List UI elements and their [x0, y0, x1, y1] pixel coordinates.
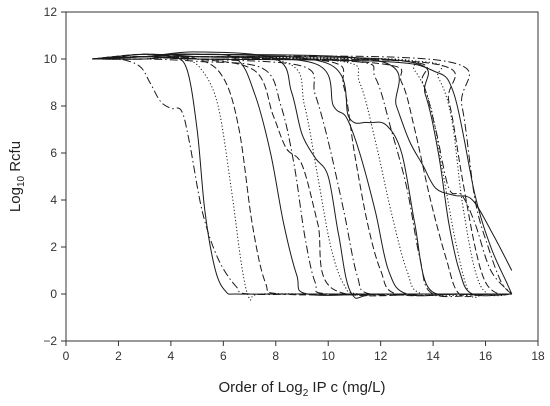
series-line-5 — [92, 53, 512, 296]
series-line-4 — [92, 53, 512, 296]
plot-frame — [65, 11, 539, 342]
series-layer — [92, 51, 513, 301]
x-tick-label: 8 — [272, 349, 279, 363]
x-tick-label: 14 — [426, 349, 440, 363]
series-line-15 — [92, 56, 512, 298]
series-line-9 — [92, 56, 512, 296]
series-line-2 — [92, 57, 512, 296]
x-axis-title-sub: 2 — [303, 388, 309, 399]
series-line-11 — [92, 53, 512, 297]
x-tick-label: 16 — [479, 349, 493, 363]
x-axis-title-pre: Order of Log — [218, 379, 302, 396]
series-line-21 — [92, 56, 512, 297]
x-axis-title: Order of Log2 IP c (mg/L) — [218, 379, 385, 399]
y-axis-title-pre: Log — [7, 187, 24, 212]
y-tick-label: 6 — [50, 146, 57, 160]
series-line-6 — [92, 58, 512, 296]
series-line-16 — [92, 53, 513, 271]
x-axis-title-post: IP c (mg/L) — [308, 379, 385, 396]
x-tick-label: 4 — [168, 349, 175, 363]
y-tick-label: 0 — [50, 287, 57, 301]
x-tick-label: 2 — [115, 349, 122, 363]
x-tick-label: 10 — [322, 349, 336, 363]
x-axis: 0 2 4 6 8 10 12 14 16 18 — [63, 341, 545, 363]
series-line-23 — [92, 56, 513, 295]
y-tick-label: 12 — [44, 5, 58, 19]
series-line-24 — [92, 55, 513, 295]
y-tick-label: 4 — [50, 193, 57, 207]
y-axis-title-sub: 10 — [16, 175, 27, 187]
series-line-13 — [92, 53, 512, 296]
x-tick-label: 0 — [63, 349, 70, 363]
x-tick-label: 18 — [531, 349, 545, 363]
series-line-1 — [92, 53, 512, 295]
y-tick-label: 2 — [50, 240, 57, 254]
y-tick-label: 10 — [44, 52, 58, 66]
y-tick-label: −2 — [43, 334, 57, 348]
y-tick-label: 8 — [50, 99, 57, 113]
y-axis-title-post: Rcfu — [7, 141, 24, 176]
x-tick-label: 12 — [374, 349, 388, 363]
y-axis-title: Log10 Rcfu — [7, 141, 27, 212]
x-tick-label: 6 — [220, 349, 227, 363]
y-axis: −2 0 2 4 6 8 10 12 — [43, 5, 66, 348]
series-line-8 — [92, 51, 512, 299]
